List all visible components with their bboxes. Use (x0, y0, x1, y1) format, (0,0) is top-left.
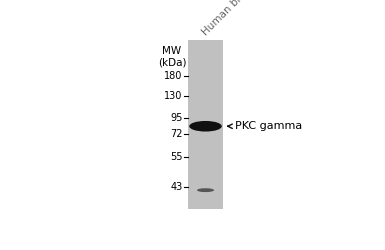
Text: MW
(kDa): MW (kDa) (158, 46, 186, 68)
Text: 43: 43 (170, 182, 182, 192)
Text: 95: 95 (170, 112, 182, 122)
Text: Human brain: Human brain (201, 0, 256, 38)
Bar (188, 40, 223, 209)
Text: PKC gamma: PKC gamma (234, 121, 302, 131)
Ellipse shape (197, 188, 214, 192)
Ellipse shape (189, 121, 222, 132)
Text: 55: 55 (170, 152, 182, 162)
Text: 72: 72 (170, 129, 182, 139)
Text: 130: 130 (164, 92, 182, 102)
Text: 180: 180 (164, 71, 182, 81)
